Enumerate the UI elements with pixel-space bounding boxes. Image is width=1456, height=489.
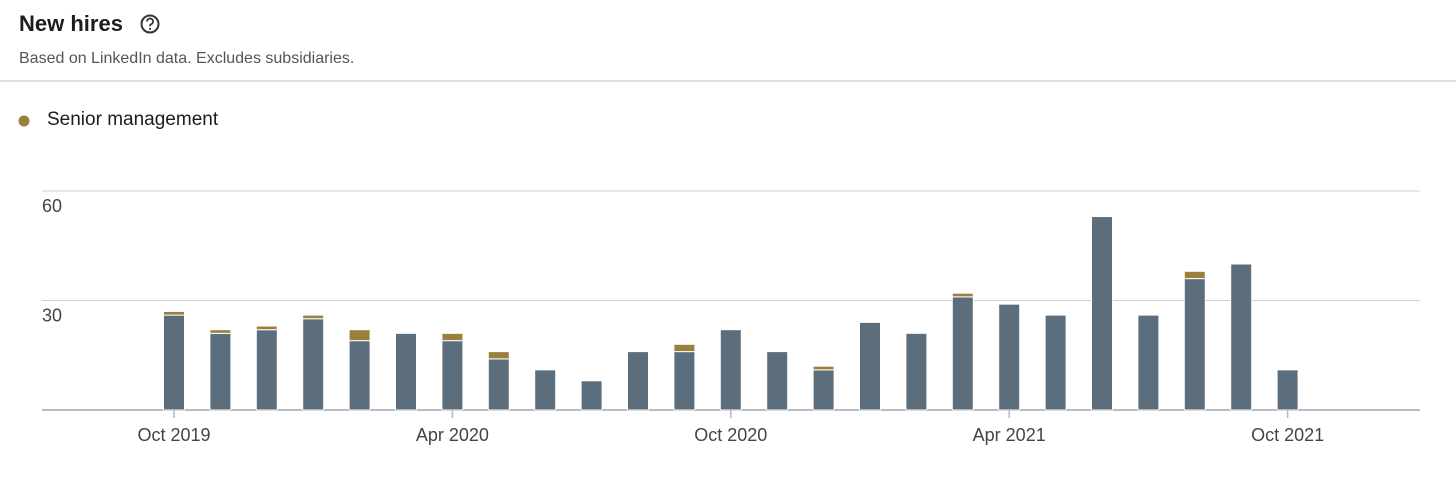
bar-segment xyxy=(1183,278,1206,411)
legend-label: Senior management xyxy=(47,109,219,130)
bar-segment xyxy=(395,332,417,411)
bar-segment xyxy=(812,365,835,371)
y-tick-label: 60 xyxy=(42,196,62,216)
bar-segment xyxy=(1183,270,1206,280)
bar-segment xyxy=(534,369,557,411)
bar-segment xyxy=(1137,314,1160,411)
bar-segment xyxy=(951,296,974,411)
bar-segment xyxy=(209,329,232,334)
bar-segment xyxy=(163,314,185,411)
bar-segment xyxy=(255,329,278,411)
y-tick-label: 30 xyxy=(42,305,62,325)
bar-segment xyxy=(1091,216,1113,411)
x-tick-label: Oct 2019 xyxy=(137,425,210,445)
bar-segment xyxy=(719,329,742,411)
x-tick-label: Apr 2020 xyxy=(416,425,489,445)
help-icon[interactable] xyxy=(140,14,160,34)
bar-segment xyxy=(441,332,464,342)
bar-segment xyxy=(487,351,510,360)
bar-segment xyxy=(487,358,510,411)
bar-segment xyxy=(905,332,928,411)
bar-segment xyxy=(627,351,649,411)
bar-segment xyxy=(673,343,696,353)
bar-segment xyxy=(812,369,835,411)
title: New hires xyxy=(19,11,123,36)
x-tick-label: Apr 2021 xyxy=(973,425,1046,445)
bar-segment xyxy=(441,340,464,411)
bar-segment xyxy=(255,325,278,331)
x-tick-label: Oct 2020 xyxy=(694,425,767,445)
legend-marker xyxy=(18,115,30,127)
bar-segment xyxy=(302,318,325,411)
bar-segment xyxy=(348,340,371,411)
x-tick-label: Oct 2021 xyxy=(1251,425,1324,445)
bar-segment xyxy=(1230,263,1253,411)
subtitle: Based on LinkedIn data. Excludes subsidi… xyxy=(19,50,354,67)
bar-segment xyxy=(998,303,1021,411)
bar-segment xyxy=(348,329,371,342)
bar-segment xyxy=(580,380,603,411)
bar-segment xyxy=(766,351,789,411)
bar-segment xyxy=(859,321,881,411)
bar-segment xyxy=(1044,314,1067,411)
bar-segment xyxy=(951,292,974,298)
bar-segment xyxy=(209,332,232,411)
bar-segment xyxy=(1276,369,1299,411)
bar-segment xyxy=(673,351,696,411)
bar-segment xyxy=(163,310,185,316)
bar-segment xyxy=(302,314,325,320)
